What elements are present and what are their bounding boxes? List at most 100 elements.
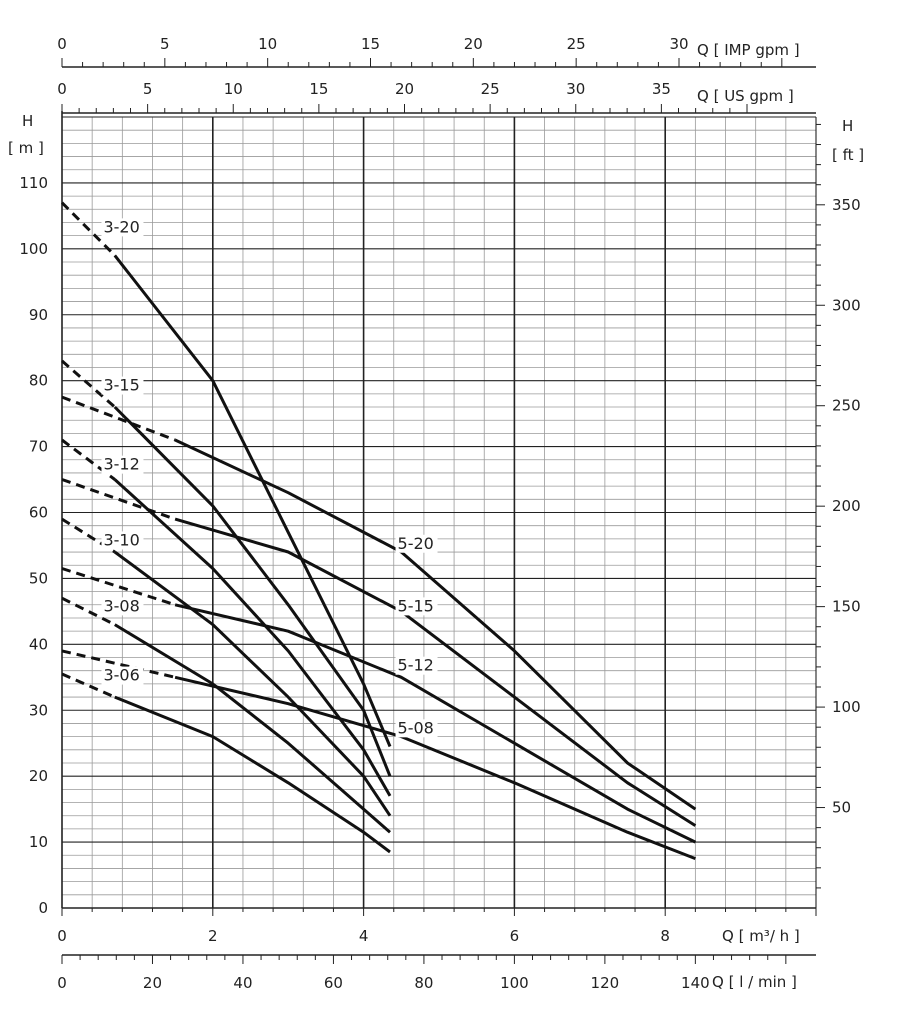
label-5-20: 5-20 [398, 534, 434, 553]
label-bg-5-08 [395, 719, 438, 738]
curve-3-08-dashed [61, 596, 116, 626]
left-axis-title-unit: [ m ] [8, 139, 44, 157]
m3h-tick-label: 8 [660, 927, 670, 945]
label-bg-3-08 [101, 597, 144, 616]
label-3-06: 3-06 [103, 666, 139, 685]
us-gpm-tick-label: 0 [57, 80, 67, 98]
y-left-tick-label: 70 [29, 438, 48, 456]
label-3-20: 3-20 [103, 217, 139, 236]
y-left-tick-label: 40 [29, 635, 48, 653]
major-gridlines [62, 116, 816, 908]
bottom-axis-title-m3h: Q [ m³/ h ] [722, 927, 800, 945]
curve-3-06-dashed [61, 672, 116, 699]
curve-3-12-solid [113, 478, 392, 797]
y-left-tick-label: 30 [29, 701, 48, 719]
curve-5-12-solid [174, 603, 697, 844]
label-bg-5-20 [395, 534, 438, 553]
curve-5-20-solid [174, 438, 697, 811]
imp-gpm-tick-label: 15 [361, 35, 380, 53]
curve-5-15-solid [174, 517, 697, 827]
label-5-12: 5-12 [398, 656, 434, 675]
y-left-tick-label: 50 [29, 569, 48, 587]
imp-gpm-tick-label: 30 [669, 35, 688, 53]
label-bg-3-12 [101, 455, 144, 474]
y-left-tick-label: 0 [38, 899, 48, 917]
label-5-08: 5-08 [398, 718, 434, 737]
curve-5-08-solid [174, 675, 696, 860]
m3h-tick-label: 6 [510, 927, 520, 945]
label-bg-3-20 [101, 218, 144, 237]
y-left-tick-label: 20 [29, 767, 48, 785]
label-3-10: 3-10 [103, 530, 139, 549]
us-gpm-tick-label: 15 [309, 80, 328, 98]
y-right-tick-label: 200 [832, 497, 861, 515]
curve-3-12-dashed [61, 438, 116, 481]
y-right-tick-label: 350 [832, 196, 861, 214]
curve-3-15-solid [113, 405, 392, 777]
label-3-12: 3-12 [103, 455, 139, 474]
curve-5-08-dashed [61, 649, 176, 679]
y-right-tick-label: 250 [832, 397, 861, 415]
curve-labels: 3-20 3-15 3-12 3-10 3-08 3-06 5-20 5-15 5-12 5-08 [101, 217, 438, 738]
label-bg-3-06 [101, 666, 144, 685]
curve-3-15-dashed [61, 359, 116, 409]
label-bg-5-15 [395, 597, 438, 616]
imp-gpm-tick-label: 10 [258, 35, 277, 53]
lpm-tick-label: 0 [57, 974, 67, 992]
y-right-tick-label: 300 [832, 296, 861, 314]
label-3-08: 3-08 [103, 596, 139, 615]
y-right-tick-label: 150 [832, 598, 861, 616]
bottom-axis-title-lpm: Q [ l / min ] [712, 973, 797, 991]
lpm-tick-label: 60 [324, 974, 343, 992]
lpm-tick-label: 40 [233, 974, 252, 992]
curve-3-06-solid [114, 695, 391, 854]
us-gpm-tick-label: 30 [566, 80, 585, 98]
pump-curves [60, 201, 697, 860]
us-gpm-tick-label: 10 [224, 80, 243, 98]
y-left-tick-label: 10 [29, 833, 48, 851]
label-5-15: 5-15 [398, 596, 434, 615]
curve-5-12-dashed [61, 567, 176, 607]
top-axis-title-us-gpm: Q [ US gpm ] [697, 87, 794, 105]
y-left-tick-label: 90 [29, 306, 48, 324]
us-gpm-tick-label: 35 [652, 80, 671, 98]
label-bg-3-10 [101, 531, 144, 550]
curve-5-20-dashed [61, 395, 176, 442]
y-left-tick-label: 80 [29, 372, 48, 390]
curve-5-15-dashed [61, 478, 176, 521]
imp-gpm-tick-label: 5 [160, 35, 170, 53]
y-left-tick-label: 100 [19, 240, 48, 258]
m3h-tick-label: 4 [359, 927, 369, 945]
imp-gpm-tick-label: 25 [567, 35, 586, 53]
lpm-tick-label: 100 [500, 974, 529, 992]
curve-3-10-solid [113, 550, 392, 817]
us-gpm-tick-label: 5 [143, 80, 153, 98]
top-axis-title-imp-gpm: Q [ IMP gpm ] [697, 41, 800, 59]
imp-gpm-tick-label: 0 [57, 35, 67, 53]
lpm-tick-label: 80 [414, 974, 433, 992]
lpm-tick-label: 20 [143, 974, 162, 992]
y-left-tick-label: 60 [29, 504, 48, 522]
curve-3-08-solid [114, 623, 391, 834]
lpm-tick-label: 140 [681, 974, 710, 992]
label-bg-3-15 [101, 376, 144, 395]
us-gpm-tick-label: 25 [481, 80, 500, 98]
label-bg-5-12 [395, 656, 438, 675]
axes: 0 5 10 15 20 25 300 5 10 15 20 25 30 350 20 40 60 80 100 12… [19, 35, 860, 992]
axis-titles: Q [ IMP gpm ] Q [ US gpm ] H [ m ] H [ f… [8, 41, 864, 991]
curve-3-20-dashed [60, 201, 116, 257]
y-left-tick-label: 110 [19, 174, 48, 192]
y-right-tick-label: 50 [832, 799, 851, 817]
y-right-tick-label: 100 [832, 698, 861, 716]
label-3-15: 3-15 [103, 376, 139, 395]
imp-gpm-tick-label: 20 [464, 35, 483, 53]
left-axis-title-h: H [22, 112, 33, 130]
m3h-tick-label: 0 [57, 927, 67, 945]
right-axis-title-unit: [ ft ] [832, 146, 864, 164]
curve-3-20-solid [113, 254, 392, 748]
right-axis-title-h: H [842, 117, 853, 135]
us-gpm-tick-label: 20 [395, 80, 414, 98]
m3h-tick-label: 2 [208, 927, 218, 945]
lpm-tick-label: 120 [591, 974, 620, 992]
